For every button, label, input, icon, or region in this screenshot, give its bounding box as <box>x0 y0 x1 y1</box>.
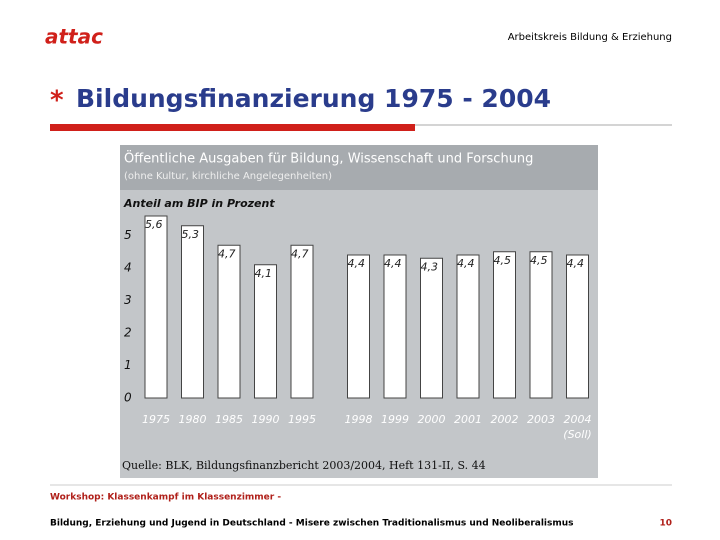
bar <box>529 251 553 399</box>
x-tick-label: 2002 <box>491 413 519 426</box>
y-axis-label: Anteil am BIP in Prozent <box>123 197 275 210</box>
slide-title: Bildungsfinanzierung 1975 - 2004 <box>76 84 551 113</box>
bar <box>420 257 443 399</box>
value-label: 4,4 <box>567 257 585 270</box>
y-tick-label: 2 <box>124 326 132 340</box>
title-bullet: * <box>50 86 64 116</box>
title-rule <box>50 124 415 131</box>
y-tick-label: 1 <box>124 358 132 372</box>
x-tick-label: 1990 <box>252 413 280 426</box>
x-annotation: (Soll) <box>563 428 591 441</box>
bar <box>181 225 204 399</box>
x-tick-label: 1975 <box>142 413 170 426</box>
y-tick-label: 3 <box>124 293 132 307</box>
value-label: 4,5 <box>494 254 512 267</box>
value-label: 4,4 <box>457 257 475 270</box>
x-tick-label: 1995 <box>288 413 316 426</box>
x-tick-label: 2000 <box>418 413 446 426</box>
footer-line-2: Bildung, Erziehung und Jugend in Deutsch… <box>50 519 574 529</box>
chart-header-band <box>120 145 598 190</box>
value-label: 4,5 <box>530 254 548 267</box>
chart-subtitle: (ohne Kultur, kirchliche Angelegenheiten… <box>124 171 332 182</box>
x-tick-label: 1980 <box>179 413 207 426</box>
x-tick-label: 2001 <box>454 413 482 426</box>
y-tick-label: 4 <box>124 261 132 275</box>
x-tick-label: 2004 <box>564 413 592 426</box>
bar <box>566 254 589 399</box>
bar <box>290 244 314 399</box>
value-label: 5,6 <box>145 218 163 231</box>
bar <box>347 254 370 399</box>
bar <box>383 254 407 399</box>
bar <box>456 254 480 399</box>
chart-source: Quelle: BLK, Bildungsfinanzbericht 2003/… <box>122 459 486 472</box>
value-label: 4,7 <box>218 247 236 260</box>
x-tick-label: 1998 <box>345 413 373 426</box>
x-tick-label: 2003 <box>527 413 555 426</box>
bar <box>493 251 516 399</box>
bar <box>254 264 277 399</box>
bar <box>217 244 241 399</box>
value-label: 5,3 <box>182 228 200 241</box>
value-label: 4,1 <box>255 267 273 280</box>
logo: attac <box>45 25 103 49</box>
page-number: 10 <box>659 519 672 529</box>
footer-line-1: Workshop: Klassenkampf im Klassenzimmer … <box>50 493 281 503</box>
bar <box>144 215 168 399</box>
x-tick-label: 1999 <box>381 413 409 426</box>
value-label: 4,4 <box>384 257 402 270</box>
value-label: 4,4 <box>348 257 366 270</box>
chart-title: Öffentliche Ausgaben für Bildung, Wissen… <box>124 150 533 167</box>
value-label: 4,3 <box>421 260 439 273</box>
org-name: Arbeitskreis Bildung & Erziehung <box>508 32 672 43</box>
y-tick-label: 0 <box>124 391 132 405</box>
value-label: 4,7 <box>291 247 309 260</box>
x-tick-label: 1985 <box>215 413 243 426</box>
y-tick-label: 5 <box>124 228 132 242</box>
